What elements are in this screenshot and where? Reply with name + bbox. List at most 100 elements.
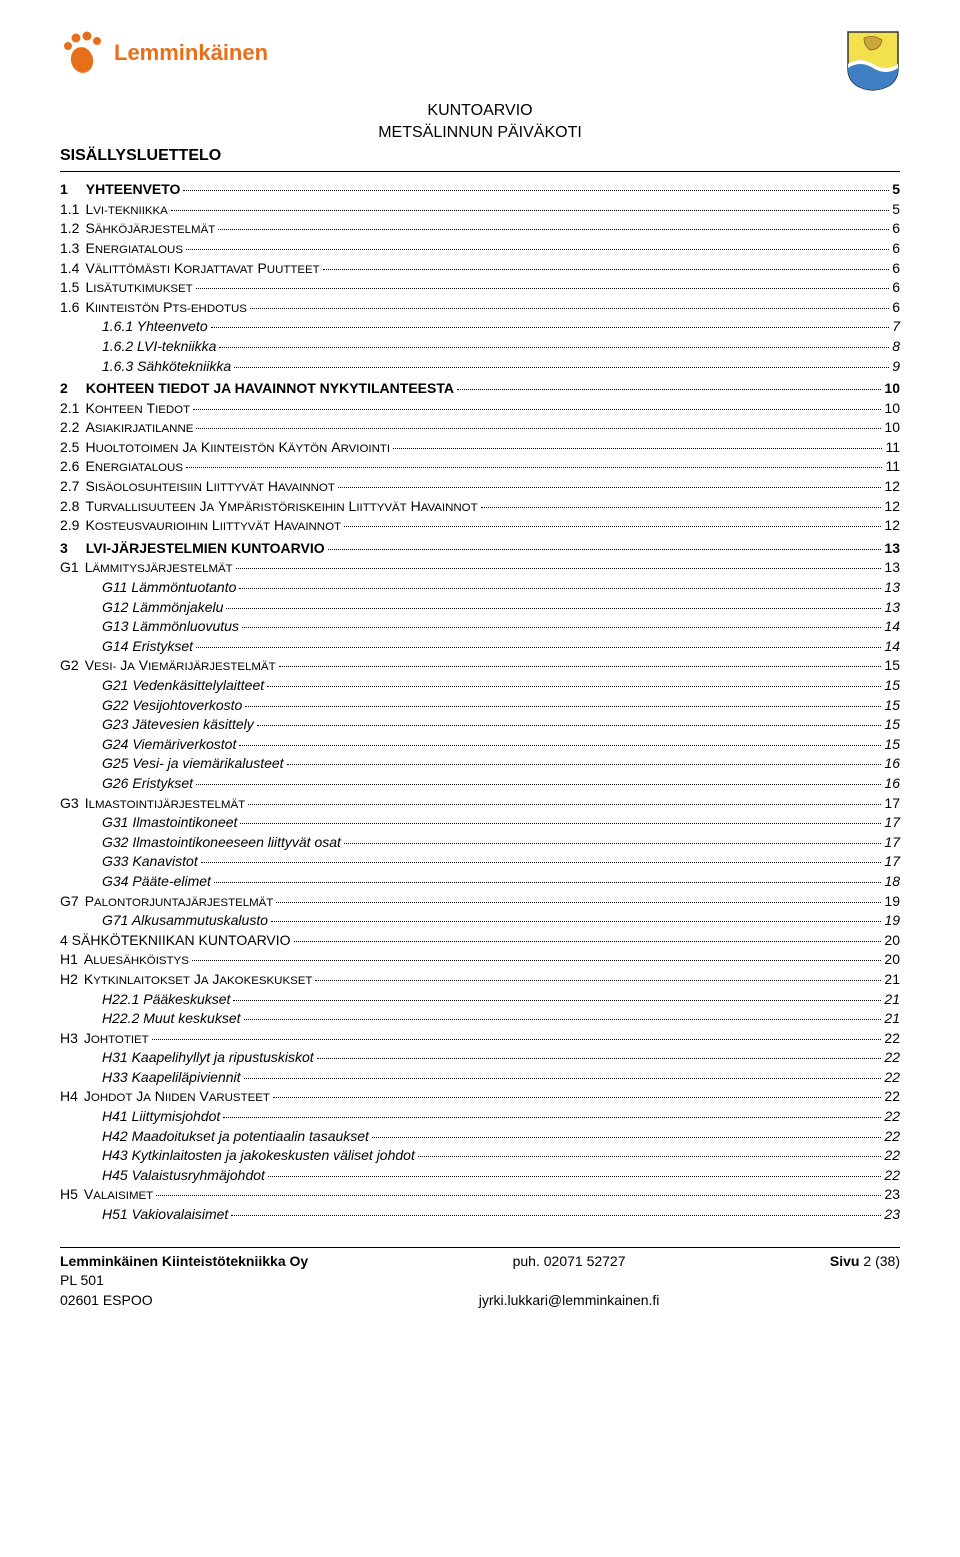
toc-leader-dots bbox=[201, 851, 882, 864]
toc-entry-label: H51 Vakiovalaisimet bbox=[102, 1205, 228, 1225]
toc-entry[interactable]: H3 Johtotiet22 bbox=[60, 1029, 900, 1049]
toc-entry[interactable]: G21 Vedenkäsittelylaitteet15 bbox=[60, 676, 900, 696]
toc-entry-page: 7 bbox=[892, 317, 900, 337]
toc-entry[interactable]: G12 Lämmönjakelu13 bbox=[60, 598, 900, 618]
toc-leader-dots bbox=[171, 198, 889, 211]
toc-entry[interactable]: 2.7 Sisäolosuhteisiin Liittyvät Havainno… bbox=[60, 477, 900, 497]
toc-entry[interactable]: 4 SÄHKÖTEKNIIKAN KUNTOARVIO20 bbox=[60, 931, 900, 951]
toc-entry-page: 22 bbox=[884, 1048, 900, 1068]
toc-entry[interactable]: H5 Valaisimet23 bbox=[60, 1185, 900, 1205]
toc-entry-text: Välittömästi Korjattavat Puutteet bbox=[85, 259, 319, 279]
toc-entry[interactable]: G33 Kanavistot17 bbox=[60, 852, 900, 872]
toc-leader-dots bbox=[244, 1008, 882, 1021]
toc-leader-dots bbox=[226, 596, 881, 609]
toc-entry-page: 14 bbox=[884, 617, 900, 637]
toc-entry[interactable]: H31 Kaapelihyllyt ja ripustuskiskot22 bbox=[60, 1048, 900, 1068]
toc-entry-page: 6 bbox=[892, 239, 900, 259]
toc-entry-label: 2.9 Kosteusvaurioihin Liittyvät Havainno… bbox=[60, 516, 341, 536]
toc-entry[interactable]: 1.6.1 Yhteenveto7 bbox=[60, 317, 900, 337]
toc-entry-page: 19 bbox=[884, 911, 900, 931]
toc-entry[interactable]: 1.5 Lisätutkimukset6 bbox=[60, 278, 900, 298]
toc-entry-text: Energiatalous bbox=[85, 239, 183, 259]
toc-entry[interactable]: 1.6.3 Sähkötekniikka9 bbox=[60, 357, 900, 377]
footer-page-current: 2 bbox=[863, 1253, 871, 1269]
toc-entry[interactable]: H43 Kytkinlaitosten ja jakokeskusten väl… bbox=[60, 1146, 900, 1166]
toc-leader-dots bbox=[233, 988, 881, 1001]
footer-phone: puh. 02071 52727 bbox=[513, 1253, 626, 1269]
toc-entry[interactable]: H22.2 Muut keskukset21 bbox=[60, 1009, 900, 1029]
toc-entry-num: 1 bbox=[60, 180, 68, 200]
toc-entry[interactable]: 2KOHTEEN TIEDOT JA HAVAINNOT NYKYTILANTE… bbox=[60, 379, 900, 399]
toc-entry-num: 1.5 bbox=[60, 278, 79, 298]
toc-entry[interactable]: 1.1 Lvi-tekniikka5 bbox=[60, 200, 900, 220]
toc-entry[interactable]: G14 Eristykset14 bbox=[60, 637, 900, 657]
toc-entry-page: 18 bbox=[884, 872, 900, 892]
toc-entry[interactable]: G25 Vesi- ja viemärikalusteet16 bbox=[60, 754, 900, 774]
footer-page-label: Sivu bbox=[830, 1253, 860, 1269]
toc-entry[interactable]: G26 Eristykset16 bbox=[60, 774, 900, 794]
toc-entry[interactable]: H41 Liittymisjohdot22 bbox=[60, 1107, 900, 1127]
toc-entry[interactable]: G7 Palontorjuntajärjestelmät19 bbox=[60, 892, 900, 912]
toc-entry-label: 2.7 Sisäolosuhteisiin Liittyvät Havainno… bbox=[60, 477, 335, 497]
toc-leader-dots bbox=[196, 417, 881, 430]
toc-entry[interactable]: H22.1 Pääkeskukset21 bbox=[60, 990, 900, 1010]
toc-entry[interactable]: H45 Valaistusryhmäjohdot22 bbox=[60, 1166, 900, 1186]
toc-entry-page: 22 bbox=[884, 1029, 900, 1049]
toc-leader-dots bbox=[276, 890, 881, 903]
toc-entry[interactable]: 2.8 Turvallisuuteen Ja Ympäristöriskeihi… bbox=[60, 497, 900, 517]
toc-entry[interactable]: 2.2 Asiakirjatilanne10 bbox=[60, 418, 900, 438]
toc-entry[interactable]: G32 Ilmastointikoneeseen liittyvät osat1… bbox=[60, 833, 900, 853]
toc-entry[interactable]: G24 Viemäriverkostot15 bbox=[60, 735, 900, 755]
toc-entry-text: Lisätutkimukset bbox=[85, 278, 192, 298]
footer-company: Lemminkäinen Kiinteistötekniikka Oy bbox=[60, 1253, 308, 1269]
toc-entry-label: 2.5 Huoltotoimen Ja Kiinteistön Käytön A… bbox=[60, 438, 390, 458]
toc-entry[interactable]: 2.5 Huoltotoimen Ja Kiinteistön Käytön A… bbox=[60, 438, 900, 458]
toc-entry[interactable]: G3 Ilmastointijärjestelmät17 bbox=[60, 794, 900, 814]
toc-entry[interactable]: G31 Ilmastointikoneet17 bbox=[60, 813, 900, 833]
toc-entry[interactable]: G11 Lämmöntuotanto13 bbox=[60, 578, 900, 598]
toc-entry[interactable]: 2.1 Kohteen Tiedot10 bbox=[60, 399, 900, 419]
toc-entry-text: Kohteen Tiedot bbox=[85, 399, 190, 419]
toc-entry[interactable]: 1.2 Sähköjärjestelmät6 bbox=[60, 219, 900, 239]
toc-entry-page: 22 bbox=[884, 1087, 900, 1107]
toc-entry-page: 13 bbox=[884, 578, 900, 598]
toc-leader-dots bbox=[273, 1086, 882, 1099]
toc-entry-text: Vesi- Ja Viemärijärjestelmät bbox=[85, 656, 276, 676]
toc-entry[interactable]: H33 Kaapeliläpiviennit22 bbox=[60, 1068, 900, 1088]
toc-entry[interactable]: G22 Vesijohtoverkosto15 bbox=[60, 696, 900, 716]
toc-entry[interactable]: G13 Lämmönluovutus14 bbox=[60, 617, 900, 637]
toc-entry[interactable]: 2.9 Kosteusvaurioihin Liittyvät Havainno… bbox=[60, 516, 900, 536]
toc-entry-label: 2KOHTEEN TIEDOT JA HAVAINNOT NYKYTILANTE… bbox=[60, 379, 454, 399]
toc-entry[interactable]: H51 Vakiovalaisimet23 bbox=[60, 1205, 900, 1225]
toc-entry[interactable]: H1 Aluesähköistys20 bbox=[60, 950, 900, 970]
toc-entry[interactable]: G1 Lämmitysjärjestelmät13 bbox=[60, 558, 900, 578]
toc-entry-page: 10 bbox=[884, 379, 900, 399]
toc-entry-page: 15 bbox=[884, 715, 900, 735]
toc-entry-label: H22.1 Pääkeskukset bbox=[102, 990, 230, 1010]
toc-entry[interactable]: G23 Jätevesien käsittely 15 bbox=[60, 715, 900, 735]
toc-entry[interactable]: 1.6 Kiinteistön Pts-ehdotus6 bbox=[60, 298, 900, 318]
toc-entry[interactable]: G34 Pääte-elimet18 bbox=[60, 872, 900, 892]
toc-entry-label: G12 Lämmönjakelu bbox=[102, 598, 223, 618]
toc-leader-dots bbox=[250, 296, 889, 309]
toc-entry-num: H1 bbox=[60, 950, 78, 970]
toc-entry[interactable]: G71 Alkusammutuskalusto19 bbox=[60, 911, 900, 931]
toc-entry-page: 17 bbox=[884, 833, 900, 853]
toc-entry[interactable]: G2 Vesi- Ja Viemärijärjestelmät15 bbox=[60, 656, 900, 676]
toc-entry[interactable]: 3LVI-JÄRJESTELMIEN KUNTOARVIO13 bbox=[60, 539, 900, 559]
toc-entry[interactable]: H4 Johdot Ja Niiden Varusteet22 bbox=[60, 1087, 900, 1107]
toc-entry-text: Turvallisuuteen Ja Ympäristöriskeihin Li… bbox=[85, 497, 477, 517]
toc-entry[interactable]: 1YHTEENVETO5 bbox=[60, 180, 900, 200]
toc-entry[interactable]: 2.6 Energiatalous11 bbox=[60, 457, 900, 477]
toc-entry-text: KOHTEEN TIEDOT JA HAVAINNOT NYKYTILANTEE… bbox=[86, 379, 454, 399]
toc-leader-dots bbox=[323, 257, 890, 270]
toc-entry[interactable]: H42 Maadoitukset ja potentiaalin tasauks… bbox=[60, 1127, 900, 1147]
toc-entry[interactable]: 1.3 Energiatalous6 bbox=[60, 239, 900, 259]
toc-entry-page: 6 bbox=[892, 259, 900, 279]
toc-entry-text: Kosteusvaurioihin Liittyvät Havainnot bbox=[85, 516, 341, 536]
toc-entry[interactable]: H2 Kytkinlaitokset Ja Jakokeskukset21 bbox=[60, 970, 900, 990]
toc-entry-label: G23 Jätevesien käsittely bbox=[102, 715, 254, 735]
toc-entry[interactable]: 1.6.2 LVI-tekniikka8 bbox=[60, 337, 900, 357]
toc-entry-num: H5 bbox=[60, 1185, 78, 1205]
toc-entry[interactable]: 1.4 Välittömästi Korjattavat Puutteet6 bbox=[60, 259, 900, 279]
